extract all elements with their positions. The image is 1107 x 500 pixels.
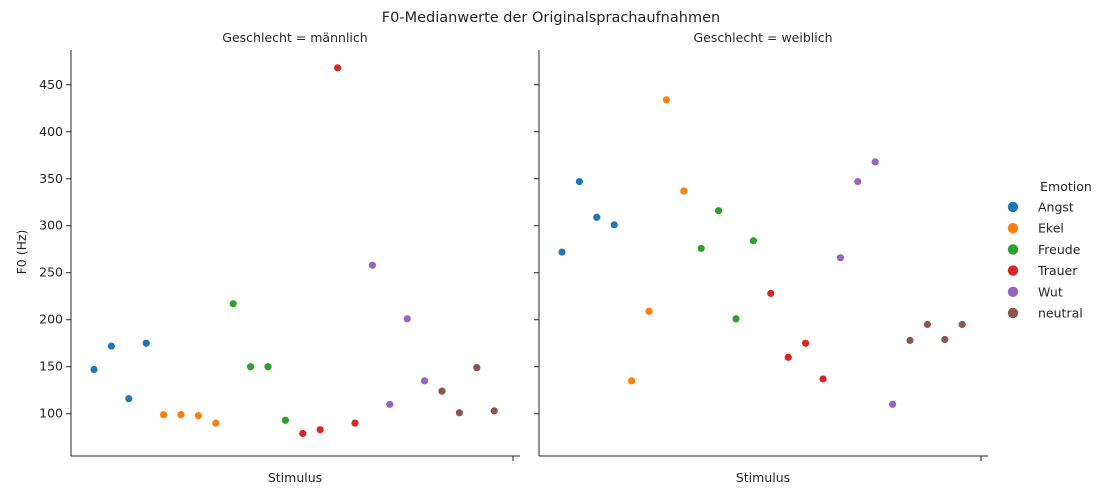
x-axis-label-maennlich: Stimulus (268, 470, 322, 485)
y-tick-label: 400 (39, 124, 63, 139)
y-tick-label: 200 (39, 312, 63, 327)
data-point-angst (90, 365, 98, 374)
y-tick-label: 150 (39, 359, 63, 374)
y-tick-label: 250 (39, 265, 63, 280)
legend-marker-angst (1007, 201, 1019, 213)
data-point-trauer (299, 429, 307, 438)
data-point-freude (264, 363, 272, 371)
data-point-angst (107, 342, 115, 350)
data-point-trauer (767, 289, 775, 298)
data-point-ekel (680, 187, 688, 195)
data-point-wut (836, 254, 845, 262)
data-point-wut (386, 400, 394, 408)
data-point-angst (575, 177, 584, 186)
data-point-ekel (628, 377, 636, 385)
data-point-wut (421, 377, 429, 385)
y-tick-label: 100 (39, 406, 63, 421)
data-point-trauer (802, 339, 810, 347)
data-point-neutral (490, 407, 498, 415)
chart-title: F0-Medianwerte der Originalsprachaufnahm… (382, 10, 720, 26)
legend-label-ekel: Ekel (1038, 221, 1064, 236)
legend-items: Angst Ekel Freude Trauer Wut neutral (1007, 200, 1083, 321)
panel-title-maennlich: Geschlecht = männlich (222, 30, 367, 45)
data-point-neutral (958, 320, 966, 329)
data-point-trauer (784, 353, 792, 361)
data-point-freude (749, 237, 758, 245)
legend-label-wut: Wut (1038, 284, 1063, 299)
legend: Emotion Angst Ekel Freude Trauer Wut neutral (1007, 179, 1092, 321)
data-point-wut (854, 177, 862, 186)
data-point-freude (229, 300, 237, 308)
data-point-wut (871, 158, 879, 166)
points-maennlich (90, 64, 498, 438)
y-ticks-weiblich (534, 84, 539, 415)
data-point-freude (732, 315, 740, 323)
data-point-wut (889, 400, 897, 408)
y-axis-label: F0 (Hz) (14, 230, 29, 275)
data-point-angst (125, 395, 133, 403)
data-point-angst (593, 213, 601, 221)
data-point-freude (697, 244, 705, 252)
data-point-neutral (906, 336, 914, 345)
x-axis-label-weiblich: Stimulus (736, 470, 790, 485)
legend-label-trauer: Trauer (1037, 263, 1078, 278)
data-point-ekel (194, 411, 202, 420)
data-point-ekel (212, 419, 220, 427)
points-weiblich (558, 96, 966, 408)
legend-marker-wut (1007, 286, 1019, 297)
data-point-neutral (473, 364, 481, 372)
data-point-ekel (662, 96, 671, 104)
legend-title: Emotion (1040, 179, 1092, 194)
data-point-angst (610, 221, 618, 229)
legend-marker-trauer (1007, 265, 1019, 276)
data-point-angst (142, 339, 150, 347)
panel-title-weiblich: Geschlecht = weiblich (693, 30, 832, 45)
data-point-trauer (351, 419, 359, 427)
data-point-trauer (316, 426, 324, 434)
data-point-trauer (819, 375, 827, 383)
data-point-trauer (334, 64, 342, 72)
legend-label-freude: Freude (1038, 242, 1081, 257)
data-point-neutral (941, 335, 949, 344)
panel-weiblich: Geschlecht = weiblich Stimulus (534, 30, 988, 485)
legend-marker-ekel (1007, 223, 1019, 234)
data-point-neutral (455, 409, 463, 417)
data-point-freude (281, 416, 289, 424)
data-point-neutral (923, 320, 932, 329)
data-point-angst (558, 248, 566, 256)
legend-marker-neutral (1007, 307, 1019, 319)
y-ticks-maennlich: 100 150 200 250 300 350 400 450 (39, 77, 71, 421)
data-point-wut (403, 315, 411, 323)
data-point-ekel (177, 411, 185, 419)
data-point-freude (715, 207, 723, 215)
data-point-neutral (438, 387, 446, 395)
legend-label-angst: Angst (1038, 200, 1074, 215)
data-point-ekel (160, 411, 168, 419)
y-tick-label: 300 (39, 218, 63, 233)
panel-maennlich: Geschlecht = männlich Stimulus 100 150 200… (39, 30, 520, 485)
legend-label-neutral: neutral (1038, 306, 1083, 321)
data-point-wut (368, 261, 376, 269)
data-point-freude (247, 363, 255, 371)
data-point-ekel (645, 307, 653, 315)
y-tick-label: 450 (39, 77, 63, 92)
legend-marker-freude (1007, 244, 1019, 255)
y-tick-label: 350 (39, 171, 63, 186)
